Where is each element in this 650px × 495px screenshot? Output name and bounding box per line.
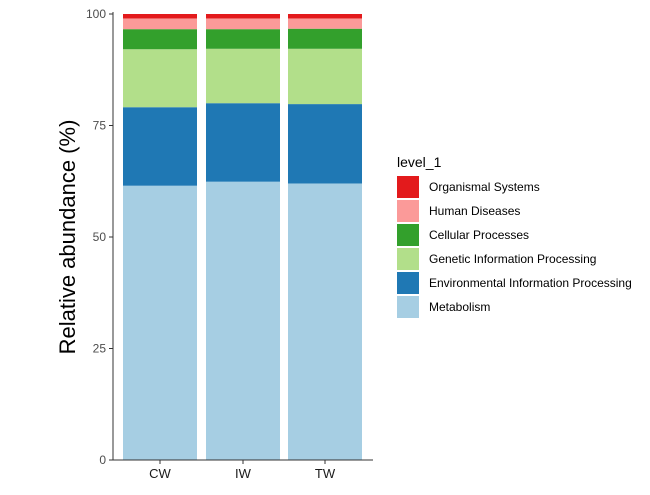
legend-label-cellular-processes: Cellular Processes bbox=[429, 228, 529, 242]
bar-iw-metabolism bbox=[206, 181, 280, 461]
legend-swatch-organismal-systems bbox=[397, 176, 419, 198]
legend-label-organismal-systems: Organismal Systems bbox=[429, 180, 540, 194]
y-tick-label-0: 0 bbox=[99, 453, 106, 467]
bar-cw-organismal-systems bbox=[123, 14, 197, 19]
bar-cw-cellular-processes bbox=[123, 29, 197, 50]
bars-layer bbox=[123, 14, 362, 461]
legend: level_1 Organismal Systems Human Diseases… bbox=[397, 154, 632, 318]
bar-cw-environmental-information-processing bbox=[123, 107, 197, 186]
bar-tw-genetic-information-processing bbox=[288, 48, 362, 105]
bar-cw-metabolism bbox=[123, 185, 197, 460]
bar-tw-cellular-processes bbox=[288, 28, 362, 49]
legend-label-human-diseases: Human Diseases bbox=[429, 204, 520, 218]
bar-iw-cellular-processes bbox=[206, 29, 280, 49]
x-tick-label-iw: IW bbox=[235, 466, 252, 481]
bar-tw-metabolism bbox=[288, 183, 362, 461]
bar-tw-environmental-information-processing bbox=[288, 104, 362, 184]
bar-cw-genetic-information-processing bbox=[123, 49, 197, 108]
x-tick-label-cw: CW bbox=[149, 466, 171, 481]
bar-iw-environmental-information-processing bbox=[206, 103, 280, 182]
y-tick-label-75: 75 bbox=[93, 119, 107, 133]
legend-swatch-genetic-information-processing bbox=[397, 248, 419, 270]
x-tick-label-tw: TW bbox=[315, 466, 336, 481]
y-tick-label-25: 25 bbox=[93, 342, 107, 356]
y-axis-label: Relative abundance (%) bbox=[55, 120, 80, 355]
bar-cw-human-diseases bbox=[123, 18, 197, 30]
legend-label-environmental-information-processing: Environmental Information Processing bbox=[429, 276, 632, 290]
bar-tw-human-diseases bbox=[288, 18, 362, 29]
legend-label-metabolism: Metabolism bbox=[429, 300, 490, 314]
y-tick-label-50: 50 bbox=[93, 230, 107, 244]
legend-swatch-cellular-processes bbox=[397, 224, 419, 246]
bar-iw-human-diseases bbox=[206, 18, 280, 30]
legend-title: level_1 bbox=[397, 154, 442, 170]
bar-iw-genetic-information-processing bbox=[206, 48, 280, 104]
y-ticks: 0 25 50 75 100 bbox=[86, 7, 113, 467]
legend-swatch-metabolism bbox=[397, 296, 419, 318]
legend-swatch-environmental-information-processing bbox=[397, 272, 419, 294]
y-tick-label-100: 100 bbox=[86, 7, 106, 21]
x-ticks: CW IW TW bbox=[149, 460, 336, 481]
legend-swatch-human-diseases bbox=[397, 200, 419, 222]
bar-tw-organismal-systems bbox=[288, 14, 362, 19]
legend-label-genetic-information-processing: Genetic Information Processing bbox=[429, 252, 596, 266]
bar-iw-organismal-systems bbox=[206, 14, 280, 19]
